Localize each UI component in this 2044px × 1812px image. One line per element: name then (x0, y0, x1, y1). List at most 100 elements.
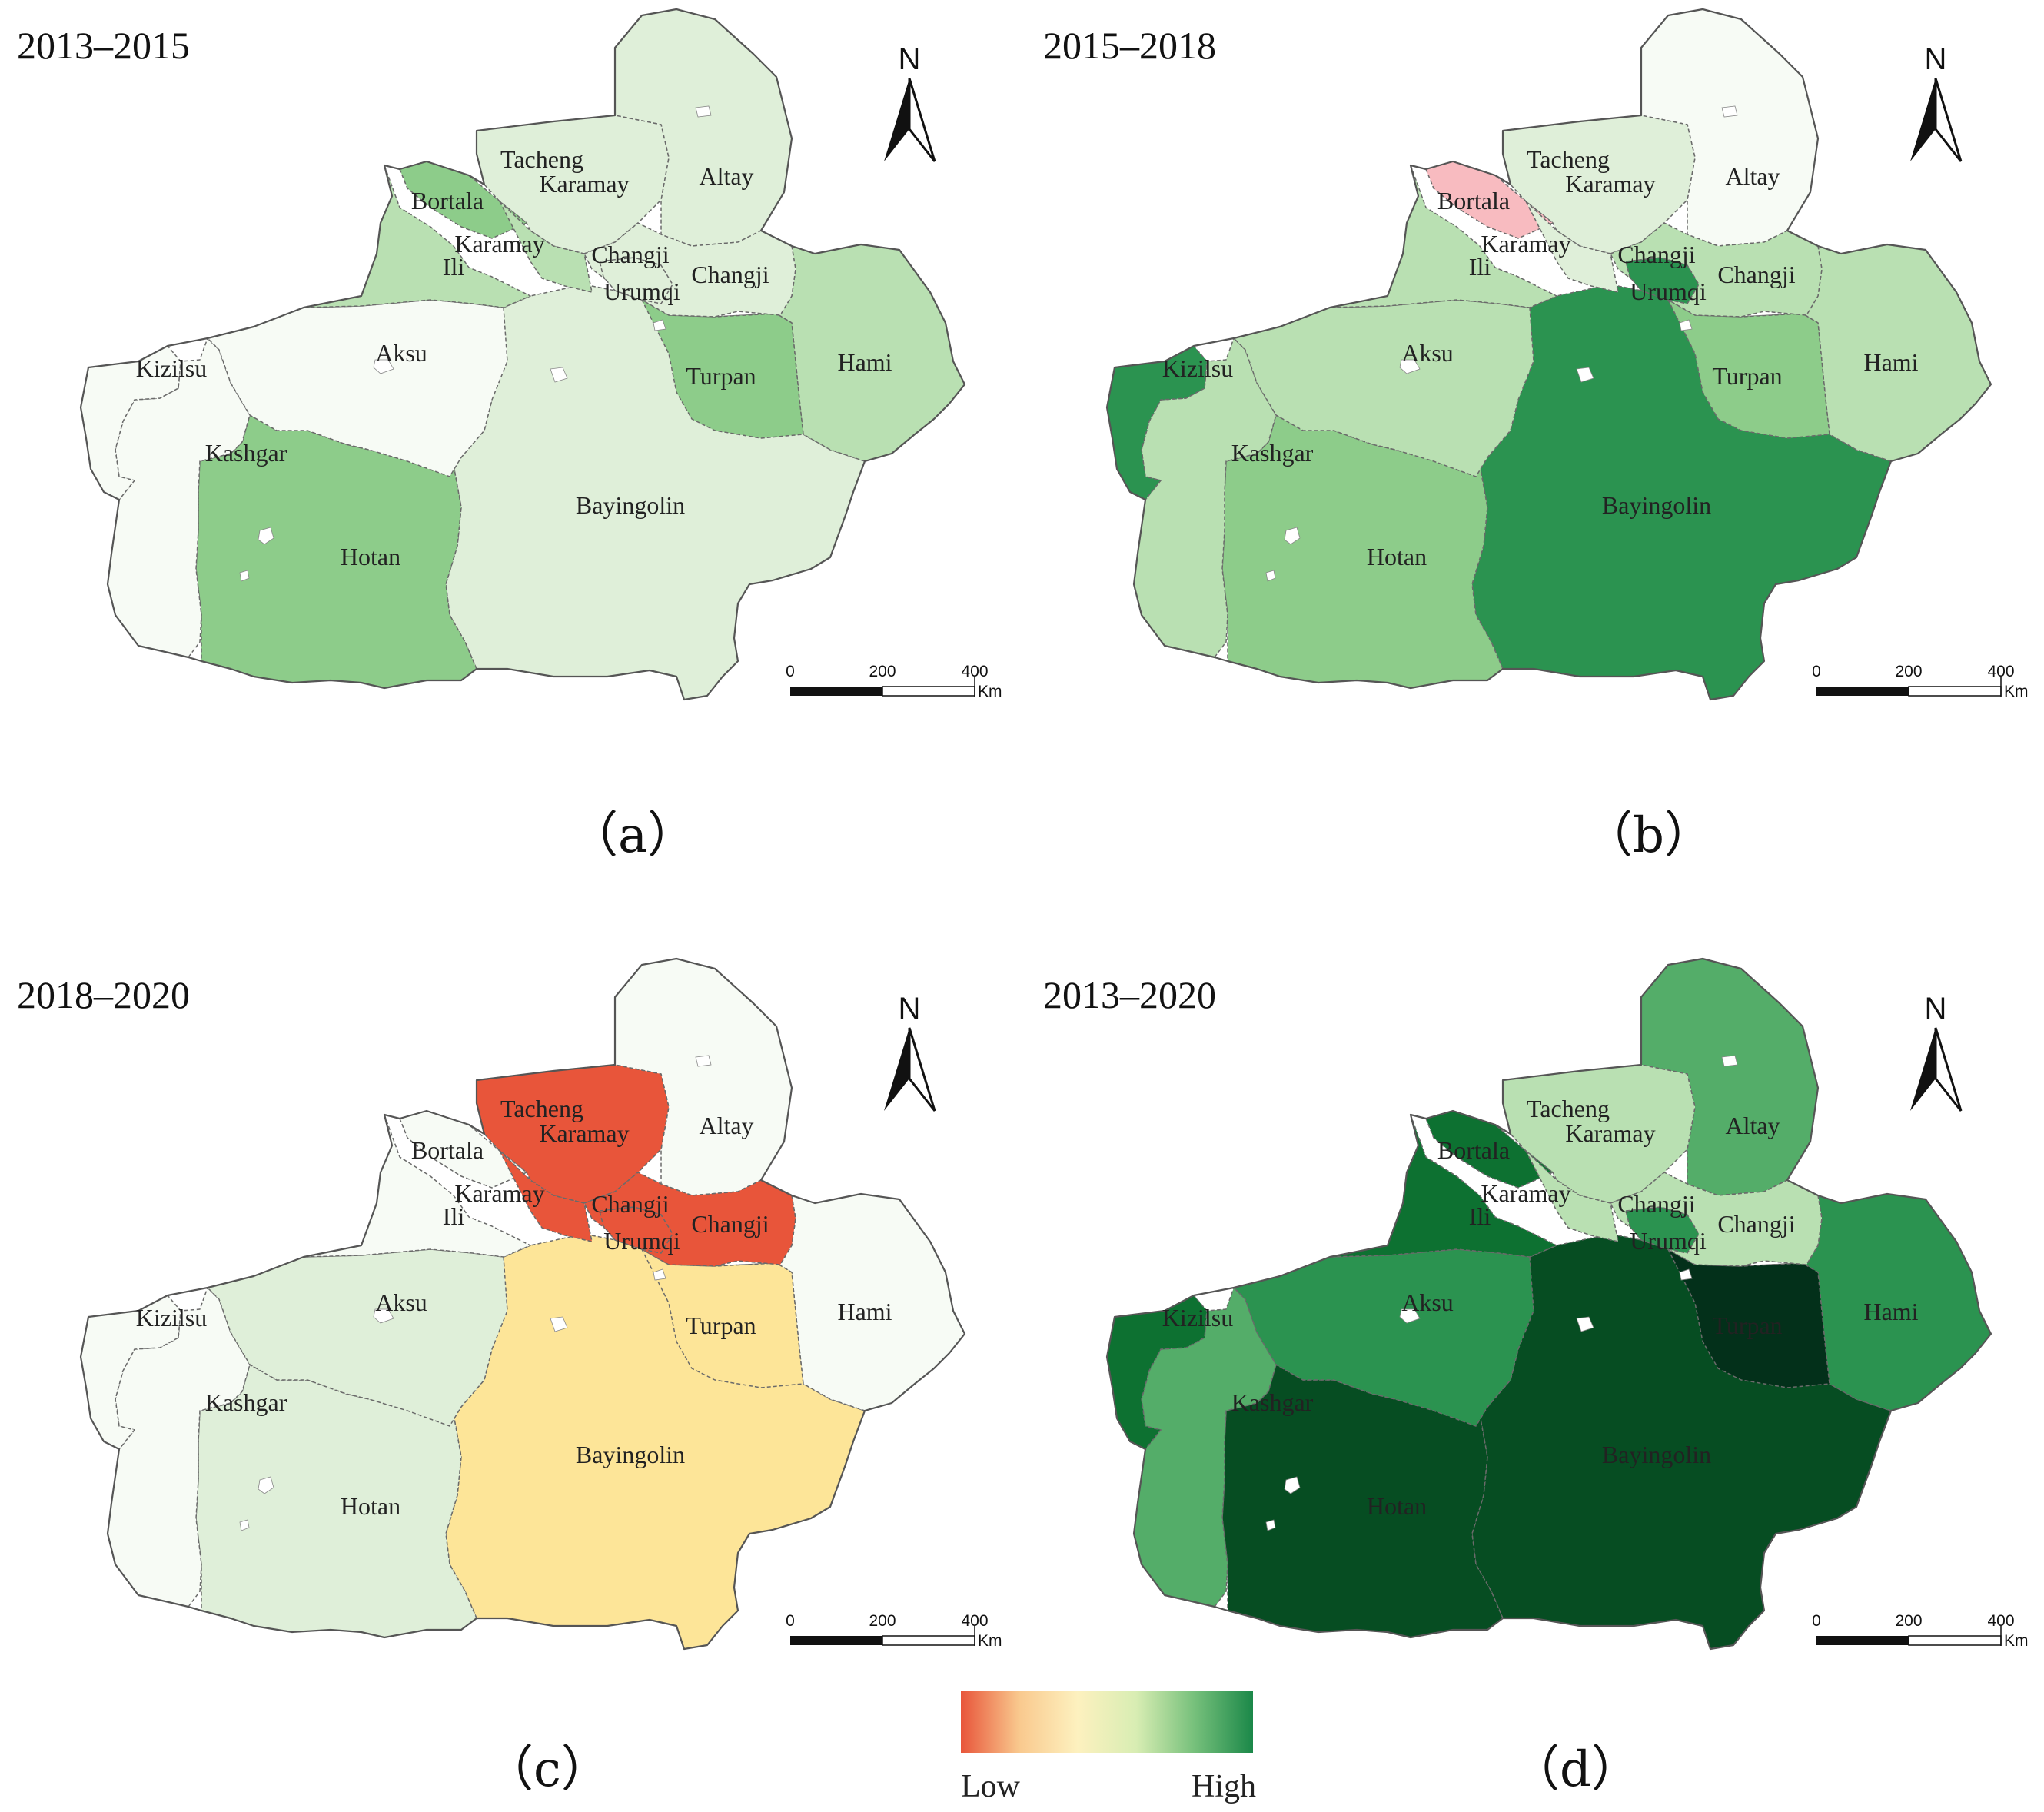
north-arrow-label: N (899, 992, 921, 1026)
region-label-hotan: Hotan (341, 543, 400, 570)
map-panel: Tacheng Karamay Karamay Bortala Altay Ili Chan… (0, 949, 1015, 1718)
region-outline (1105, 957, 1992, 1651)
region-label-aksu: Aksu (1401, 339, 1454, 367)
region-urumqi (1625, 257, 1700, 304)
region-label-karamay-north: Karamay (539, 1119, 629, 1147)
lake-shape (1721, 105, 1738, 118)
region-label-tacheng: Tacheng (1527, 1095, 1610, 1122)
region-label-urumqi: Urumqi (603, 1227, 680, 1255)
region-label-bayingolin: Bayingolin (576, 491, 685, 519)
scale-unit-label: Km (2004, 1632, 2029, 1650)
region-label-turpan: Turpan (1712, 362, 1782, 390)
lake-shape (550, 1316, 568, 1332)
lake-shape (1679, 319, 1693, 331)
region-label-karamay-south: Karamay (454, 230, 544, 258)
region-label-kizilsu: Kizilsu (136, 354, 207, 382)
panel-caption: （c） (484, 1741, 610, 1798)
north-arrow-icon (1910, 78, 1963, 162)
region-label-urumqi: Urumqi (1630, 278, 1707, 305)
lake-shape (1576, 367, 1594, 383)
scale-tick-label: 200 (1895, 1612, 1922, 1630)
region-label-kashgar: Kashgar (1231, 1388, 1314, 1416)
scale-tick-label: 400 (1987, 1612, 2014, 1630)
lake-shape (239, 1519, 250, 1531)
region-label-bayingolin: Bayingolin (576, 1441, 685, 1468)
region-label-kizilsu: Kizilsu (1162, 1304, 1233, 1332)
region-label-urumqi: Urumqi (1630, 1227, 1707, 1255)
north-arrow-icon (884, 1027, 936, 1112)
legend-low-label: Low (961, 1769, 1020, 1804)
panel-period-title: 2015–2018 (1043, 24, 1216, 67)
region-turpan (641, 1248, 804, 1388)
north-arrow-label: N (899, 42, 921, 76)
region-tacheng (1502, 1064, 1696, 1204)
region-label-bortala: Bortala (411, 1136, 484, 1164)
region-label-bortala: Bortala (1437, 1136, 1510, 1164)
region-label-kizilsu: Kizilsu (136, 1304, 207, 1332)
lake-shape (1284, 527, 1301, 545)
region-label-turpan: Turpan (686, 362, 756, 390)
region-label-bayingolin: Bayingolin (1602, 491, 1711, 519)
lake-shape (653, 1268, 666, 1281)
map-panel: Tacheng Karamay Karamay Bortala Altay Ili Chan… (1026, 949, 2041, 1718)
lake-shape (1265, 570, 1276, 582)
region-label-turpan: Turpan (1712, 1312, 1782, 1339)
region-label-changji-west: Changji (591, 241, 669, 268)
north-arrow-label: N (1925, 42, 1947, 76)
panel-period-title: 2013–2015 (17, 24, 190, 67)
lake-shape (373, 359, 394, 374)
region-label-bortala: Bortala (1437, 187, 1510, 214)
region-tacheng (476, 115, 670, 254)
region-aksu (1233, 299, 1534, 477)
region-urumqi (599, 257, 673, 304)
panel-caption: （b） (1584, 807, 1713, 864)
scale-tick-label: 0 (1812, 663, 1821, 680)
scale-tick-label: 0 (786, 663, 795, 680)
lake-shape (258, 527, 274, 545)
region-label-kashgar: Kashgar (1231, 439, 1314, 467)
region-label-altay: Altay (699, 162, 753, 190)
lake-shape (695, 1055, 712, 1067)
lake-shape (1265, 1519, 1276, 1531)
region-tacheng (1502, 115, 1696, 254)
region-aksu (1233, 1248, 1534, 1427)
region-label-changji-east: Changji (691, 1210, 769, 1238)
region-label-bayingolin: Bayingolin (1602, 1441, 1711, 1468)
region-aksu (207, 1248, 508, 1427)
region-aksu (207, 299, 508, 477)
north-arrow-icon (884, 78, 936, 162)
region-outline (1105, 8, 1992, 701)
scale-tick-label: 200 (869, 1612, 896, 1630)
legend-color-ramp (961, 1691, 1253, 1753)
region-turpan (1667, 1248, 1830, 1388)
region-label-ili: Ili (1469, 253, 1491, 281)
region-label-changji-east: Changji (1717, 1210, 1795, 1238)
panel-period-title: 2013–2020 (1043, 973, 1216, 1016)
region-label-aksu: Aksu (375, 1288, 427, 1316)
region-label-altay: Altay (699, 1112, 753, 1139)
region-urumqi (599, 1206, 673, 1254)
region-label-tacheng: Tacheng (1527, 145, 1610, 173)
region-label-changji-west: Changji (591, 1190, 669, 1218)
scale-bar: 0 200 400 Km (786, 663, 1002, 700)
north-arrow-icon (1910, 1027, 1963, 1112)
scale-tick-label: 200 (1895, 663, 1922, 680)
region-label-hotan: Hotan (1367, 543, 1427, 570)
legend-high-label: High (1192, 1769, 1256, 1804)
region-karamay (499, 1150, 593, 1242)
region-label-hami: Hami (1863, 1298, 1918, 1325)
region-label-aksu: Aksu (1401, 1288, 1454, 1316)
region-label-kashgar: Kashgar (205, 439, 287, 467)
scale-bar: 0 200 400 Km (786, 1612, 1002, 1650)
lake-shape (653, 319, 666, 331)
scale-tick-label: 200 (869, 663, 896, 680)
region-outline (79, 8, 966, 701)
region-tacheng (476, 1064, 670, 1204)
region-turpan (1667, 299, 1830, 439)
lake-shape (1399, 1308, 1421, 1324)
